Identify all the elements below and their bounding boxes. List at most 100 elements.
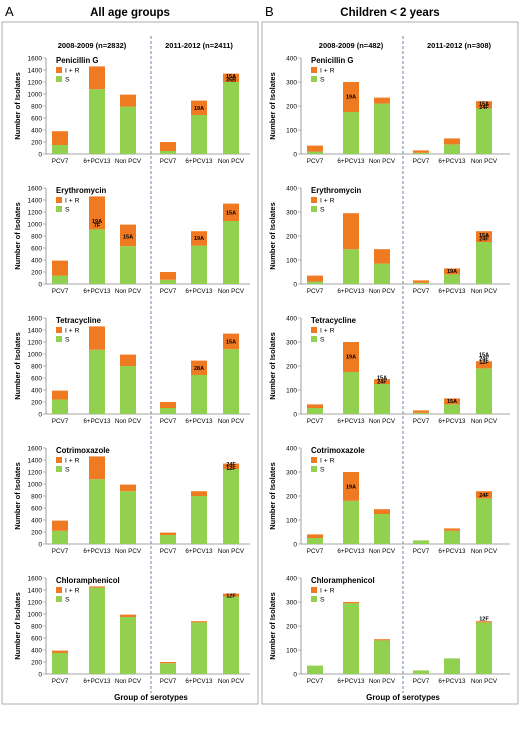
panel-a-frame [1,21,259,705]
chart-a-4-bar-ir-3 [160,532,176,535]
chart-a-1-bar-s-0 [52,145,68,154]
panel-letter-a: A [5,4,14,19]
chart-a-1-category-label: PCV7 [160,158,177,165]
chart-a-3-bar-ir-3 [160,402,176,408]
chart-b-4-category-label: 6+PCV13 [438,548,466,555]
chart-a-1-y-axis-title: Number of Isolates [13,72,22,140]
chart-a-2-y-tick-label: 400 [31,257,42,264]
chart-a-1-bar-ir-2 [120,94,136,107]
chart-b-1-y-tick-label: 300 [286,79,297,86]
chart-b-2-bar-s-5 [476,242,492,284]
chart-a-3-bar-ir-5 [223,333,239,350]
chart-b-2-category-label: 6+PCV13 [337,288,365,295]
chart-b-4-bar-s-1 [343,500,359,544]
chart-a-2-y-tick-label: 600 [31,245,42,252]
chart-b-3-bar-s-4 [444,404,460,414]
chart-b-4-category-label: 6+PCV13 [337,548,365,555]
period-label-a-2008: 2008-2009 (n=2832) [58,41,127,50]
chart-a-3-legend-s-swatch [56,336,62,342]
chart-a-2-bar-s-1 [89,229,105,284]
chart-a-4-y-tick-label: 800 [31,493,42,500]
chart-a-1-category-label: Non PCV [218,158,245,165]
chart-a-3-bar-ir-0 [52,390,68,400]
chart-b-4-serotype-label: 24F [479,493,489,499]
chart-b-1-category-label: 6+PCV13 [438,158,466,165]
chart-b-1-legend-ir-label: I + R [320,68,335,75]
chart-a-5-category-label: PCV7 [52,678,69,685]
chart-a-4-category-label: Non PCV [115,548,142,555]
chart-b-1-bar-ir-5 [476,101,492,109]
chart-a-2-serotype-label: 19A [92,219,102,225]
chart-b-1-bar-s-1 [343,112,359,154]
chart-a-2-y-tick-label: 800 [31,233,42,240]
chart-b-5-bar-s-2 [374,640,390,674]
chart-b-2-category-label: Non PCV [471,288,498,295]
chart-b-5-legend-ir-label: I + R [320,588,335,595]
chart-b-4-bar-s-3 [413,540,429,544]
chart-b-2-legend-s-label: S [320,207,325,214]
x-axis-title-a: Group of serotypes [114,693,188,702]
chart-b-5-legend-ir-swatch [311,587,317,593]
chart-a-2-y-tick-label: 200 [31,269,42,276]
chart-b-5-bar-s-1 [343,603,359,674]
chart-b-1-bar-s-3 [413,152,429,154]
chart-b-4-bar-s-5 [476,498,492,544]
chart-a-1-y-tick-label: 600 [31,115,42,122]
chart-b-4-bar-ir-5 [476,491,492,499]
chart-b-2-antibiotic-title: Erythromycin [311,186,361,195]
chart-a-4-bar-s-4 [191,496,207,544]
chart-a-4-legend-s-swatch [56,466,62,472]
chart-b-2-serotype-label: 24F [479,236,489,242]
chart-a-2-bar-ir-1 [89,196,105,230]
chart-b-2-y-tick-label: 0 [293,281,297,288]
chart-b-3-legend-ir-swatch [311,327,317,333]
period-label-b-2008: 2008-2009 (n=482) [319,41,384,50]
chart-b-4-legend-s-swatch [311,466,317,472]
chart-b-3-y-tick-label: 100 [286,387,297,394]
chart-a-4-category-label: PCV7 [160,548,177,555]
chart-b-2-y-axis-title: Number of Isolates [268,202,277,270]
chart-a-2-category-label: PCV7 [52,288,69,295]
chart-a-1-legend-ir-swatch [56,67,62,73]
chart-a-5-y-tick-label: 200 [31,659,42,666]
chart-b-1-category-label: Non PCV [471,158,498,165]
chart-b-2-serotype-label: 19A [447,269,457,275]
chart-a-2-category-label: 6+PCV13 [83,288,111,295]
chart-a-1-y-tick-label: 400 [31,127,42,134]
chart-a-4-serotype-label: 12F [226,466,236,472]
chart-a-1-bar-s-2 [120,106,136,154]
chart-a-4-y-tick-label: 600 [31,505,42,512]
chart-a-4-category-label: Non PCV [218,548,245,555]
chart-a-4-category-label: 6+PCV13 [185,548,213,555]
chart-b-5-category-label: 6+PCV13 [337,678,365,685]
chart-b-3-y-axis-title: Number of Isolates [268,332,277,400]
chart-a-5-category-label: PCV7 [160,678,177,685]
chart-b-2-legend-s-swatch [311,206,317,212]
chart-a-1-y-tick-label: 0 [38,151,42,158]
chart-a-3-y-tick-label: 1200 [28,339,43,346]
chart-a-1-antibiotic-title: Penicillin G [56,56,98,65]
chart-a-4-y-tick-label: 200 [31,529,42,536]
chart-b-3-serotype-label: 12F [479,360,489,366]
chart-b-3-legend-s-swatch [311,336,317,342]
chart-a-3-legend-s-label: S [65,337,70,344]
chart-b-2-y-tick-label: 100 [286,257,297,264]
chart-a-1-y-tick-label: 1000 [28,91,43,98]
chart-a-2-serotype-label: 7F [94,223,101,229]
chart-a-3-antibiotic-title: Tetracycline [56,316,102,325]
chart-a-2-category-label: Non PCV [218,288,245,295]
chart-a-3-bar-ir-2 [120,354,136,366]
chart-b-2-bar-s-4 [444,274,460,284]
chart-a-4-y-tick-label: 1000 [28,481,43,488]
panel-letter-b: B [265,4,274,19]
chart-b-1-category-label: PCV7 [307,158,324,165]
chart-b-5-legend-s-label: S [320,597,325,604]
chart-a-2-y-tick-label: 1600 [28,185,43,192]
chart-a-2-y-tick-label: 1000 [28,221,43,228]
chart-a-1-bar-s-3 [160,151,176,154]
chart-a-1-legend-s-swatch [56,76,62,82]
chart-a-1-serotype-label: 35B [226,77,236,83]
chart-b-2-y-tick-label: 200 [286,233,297,240]
chart-b-1-bar-s-2 [374,103,390,154]
chart-a-1-bar-ir-0 [52,131,68,145]
